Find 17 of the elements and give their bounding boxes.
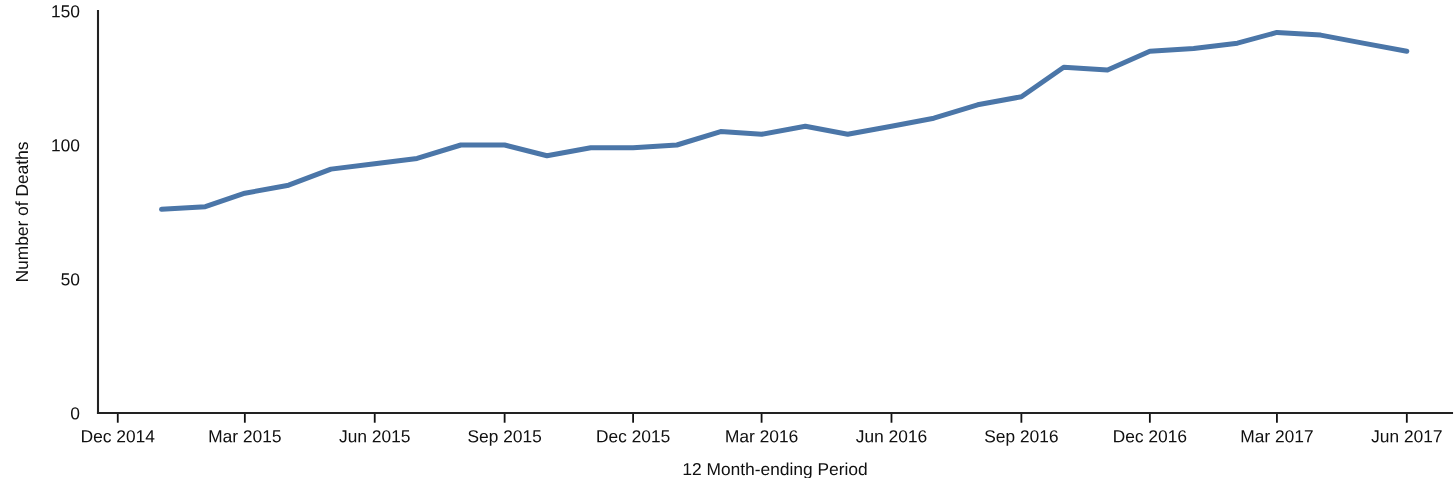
x-tick-label: Jun 2017 <box>1371 430 1442 443</box>
x-tick-label: Dec 2015 <box>597 430 670 443</box>
y-tick-label: 0 <box>70 407 80 420</box>
y-tick-label: 100 <box>52 139 80 152</box>
y-tick-label: 50 <box>61 273 80 286</box>
x-tick-label: Mar 2017 <box>1241 430 1313 443</box>
y-axis-title: Number of Deaths <box>15 142 29 282</box>
x-tick-label: Jun 2016 <box>856 430 927 443</box>
x-tick-label: Sep 2016 <box>985 430 1058 446</box>
x-tick-label: Mar 2015 <box>209 430 281 443</box>
x-tick-label: Jun 2015 <box>339 430 410 443</box>
x-tick-label: Sep 2015 <box>468 430 542 446</box>
y-tick-label: 150 <box>52 5 80 18</box>
x-axis-title: 12 Month-ending Period <box>683 462 867 478</box>
x-tick-label: Dec 2014 <box>82 430 155 443</box>
x-tick-label: Dec 2016 <box>1114 430 1187 443</box>
x-tick-label: Mar 2016 <box>726 430 798 443</box>
